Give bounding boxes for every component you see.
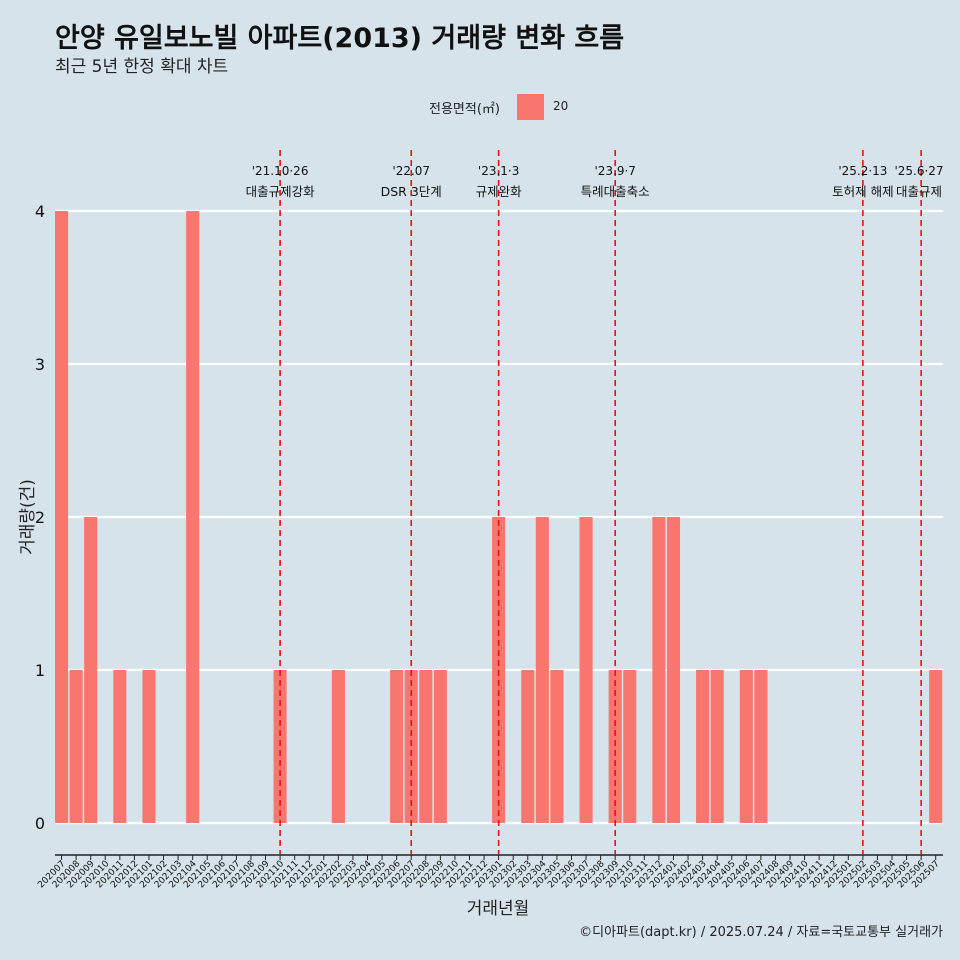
bar-202407: [754, 670, 768, 823]
event-name-label: 규제완화: [476, 184, 523, 199]
bar-202310: [623, 670, 637, 823]
bar-202304: [535, 517, 549, 823]
y-tick-label: 2: [35, 508, 45, 527]
bar-202401: [666, 517, 681, 823]
legend-color-key: [517, 94, 544, 120]
event-date-label: '21.10·26: [252, 164, 309, 178]
bar-202011: [113, 670, 127, 823]
event-name-label: 대출규제강화: [246, 184, 316, 199]
y-tick-label: 3: [35, 355, 45, 374]
event-name-label: 대출규제: [896, 184, 942, 199]
bar-202309: [608, 670, 622, 823]
y-tick-labels: 0 1 2 3 4: [35, 202, 45, 833]
bar-202207: [404, 670, 418, 823]
y-tick-label: 4: [35, 202, 45, 221]
legend-label: 20: [553, 99, 569, 113]
x-axis-title: 거래년월: [467, 899, 530, 919]
bar-202303: [521, 670, 535, 823]
chart-subtitle: 최근 5년 한정 확대 차트: [55, 57, 229, 77]
event-date-label: '23.9·7: [594, 164, 635, 178]
bar-202404: [710, 670, 724, 823]
bar-202009: [84, 517, 98, 823]
bar-202101: [142, 670, 156, 823]
bars: [55, 211, 943, 823]
event-name-label: 특례대출축소: [581, 184, 650, 199]
bar-202305: [550, 670, 564, 823]
y-tick-label: 0: [35, 814, 45, 833]
event-date-label: '22.07: [392, 164, 430, 178]
credit-text: ©디아파트(dapt.kr) / 2025.07.24 / 자료=국토교통부 실…: [579, 925, 943, 940]
y-tick-label: 1: [35, 661, 45, 680]
legend-title: 전용면적(㎡): [429, 102, 500, 117]
bar-202209: [433, 670, 447, 823]
bar-202104: [186, 211, 200, 823]
y-axis-title: 거래량(건): [18, 479, 38, 555]
bar-202202: [331, 670, 345, 823]
event-name-label: DSR 3단계: [381, 184, 442, 199]
bar-202403: [696, 670, 710, 823]
bar-202406: [739, 670, 753, 823]
x-axis: 2020072020082020092020102020112020122021…: [36, 854, 943, 890]
bar-202507: [929, 670, 943, 823]
chart-title: 안양 유일보노빌 아파트(2013) 거래량 변화 흐름: [55, 23, 625, 54]
event-markers: '21.10·26 대출규제강화 '22.07 DSR 3단계 '23.1·3 규제완화 '…: [246, 150, 944, 854]
bar-202008: [69, 670, 83, 823]
bar-202307: [579, 517, 593, 823]
bar-202312: [652, 517, 666, 823]
event-date-label: '23.1·3: [478, 164, 519, 178]
event-name-label: 토허제 해제: [832, 184, 893, 199]
event-date-label: '25.2·13: [838, 164, 887, 178]
bar-202007: [55, 211, 69, 823]
bar-202110: [273, 670, 287, 823]
event-date-label: '25.6·27: [894, 164, 943, 178]
bar-202208: [419, 670, 433, 823]
bar-202206: [390, 670, 404, 823]
